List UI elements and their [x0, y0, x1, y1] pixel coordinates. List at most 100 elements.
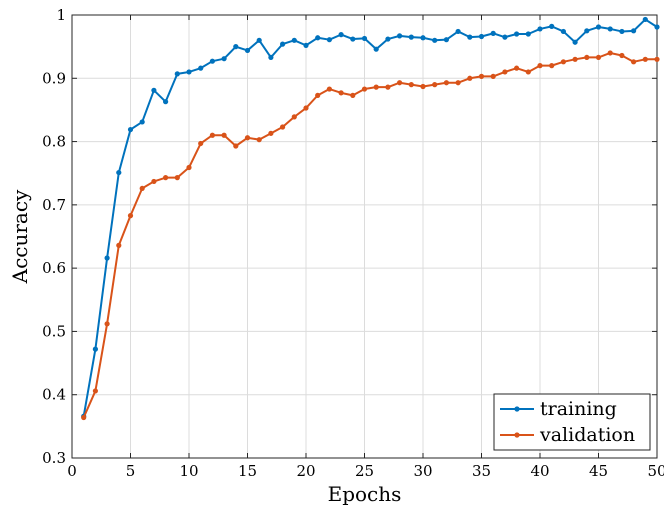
data-point-validation: [385, 84, 391, 90]
data-point-validation: [397, 80, 403, 86]
data-point-training: [385, 36, 391, 42]
x-tick-label: 45: [589, 462, 608, 480]
data-point-training: [408, 34, 414, 40]
data-point-validation: [607, 50, 613, 56]
data-point-training: [560, 28, 567, 35]
data-point-validation: [233, 143, 239, 149]
series-line-training: [82, 18, 658, 417]
data-point-training: [338, 32, 344, 38]
data-point-training: [490, 30, 496, 36]
series-line-validation: [82, 51, 657, 418]
data-point-validation: [502, 69, 508, 75]
data-point-training: [198, 65, 204, 71]
data-point-validation: [514, 65, 520, 71]
x-tick-label: 35: [472, 462, 491, 480]
data-point-validation: [151, 178, 157, 185]
data-point-training: [256, 37, 262, 43]
data-point-training: [607, 26, 613, 32]
data-point-validation: [478, 73, 485, 79]
data-point-training: [514, 31, 520, 37]
x-tick-label: 20: [296, 462, 315, 480]
x-tick-label: 15: [238, 462, 257, 480]
x-axis-label: Epochs: [328, 482, 402, 506]
data-point-training: [268, 54, 274, 61]
data-point-training: [209, 58, 215, 64]
y-tick-label: 1: [56, 6, 66, 24]
data-point-validation: [432, 82, 438, 88]
data-point-validation: [338, 90, 344, 96]
data-point-training: [455, 28, 461, 35]
data-point-training: [174, 71, 180, 77]
data-point-training: [244, 47, 251, 54]
data-point-validation: [209, 132, 215, 138]
y-tick-label: 0.6: [42, 259, 66, 277]
data-point-validation: [584, 54, 590, 61]
legend-label-training: training: [540, 398, 617, 420]
legend-label-validation: validation: [539, 424, 635, 446]
data-point-training: [361, 35, 368, 42]
data-point-training: [221, 56, 227, 62]
data-point-validation: [631, 59, 637, 65]
data-point-training: [443, 37, 449, 43]
data-point-training: [467, 34, 473, 40]
data-point-training: [631, 28, 637, 34]
data-point-validation: [408, 82, 414, 88]
axis-ticks: 0 5 10 15 20 25 30 35 40 45 50 0.3 0.4 0.5 0.6 0.7 0.8 0.…: [42, 6, 664, 480]
x-tick-label: 0: [67, 462, 77, 480]
legend: training validation: [493, 393, 651, 451]
data-point-validation: [291, 114, 297, 120]
data-point-training: [478, 33, 485, 40]
data-point-validation: [361, 86, 368, 92]
data-point-validation: [350, 92, 356, 98]
x-tick-label: 50: [647, 462, 664, 480]
data-point-training: [549, 23, 555, 29]
data-point-training: [584, 28, 590, 34]
data-point-validation: [525, 69, 531, 75]
data-point-validation: [92, 388, 98, 394]
data-point-training: [595, 24, 602, 30]
data-point-training: [151, 87, 157, 93]
x-tick-label: 10: [179, 462, 198, 480]
data-point-validation: [373, 84, 379, 90]
data-point-training: [116, 169, 122, 176]
y-axis-label: Accuracy: [8, 189, 32, 284]
y-tick-label: 0.3: [42, 449, 66, 467]
x-tick-label: 25: [355, 462, 374, 480]
data-point-training: [233, 44, 239, 50]
data-point-validation: [174, 175, 180, 181]
data-point-validation: [256, 137, 262, 143]
data-point-training: [572, 39, 578, 45]
data-point-training: [350, 36, 356, 42]
legend-box: [493, 393, 651, 451]
data-point-validation: [280, 124, 286, 130]
data-point-validation: [467, 75, 473, 81]
y-tick-label: 0.7: [42, 196, 66, 214]
data-point-training: [502, 34, 508, 40]
data-point-training: [373, 46, 379, 52]
data-point-validation: [315, 92, 321, 98]
data-point-validation: [537, 63, 543, 69]
data-point-validation: [127, 213, 134, 219]
data-point-validation: [443, 80, 449, 86]
data-point-validation: [116, 242, 122, 248]
data-point-validation: [326, 86, 332, 92]
legend-marker-validation: [514, 432, 520, 438]
series-layer: [81, 16, 660, 421]
data-point-validation: [572, 56, 578, 62]
data-point-training: [92, 346, 98, 352]
x-tick-label: 30: [413, 462, 432, 480]
data-point-validation: [490, 73, 496, 79]
data-point-validation: [549, 63, 555, 69]
data-point-validation: [221, 132, 227, 138]
data-point-validation: [198, 140, 204, 147]
data-point-validation: [619, 52, 625, 59]
y-tick-label: 0.5: [42, 322, 66, 340]
data-point-training: [303, 42, 309, 48]
data-point-training: [420, 35, 426, 41]
data-point-validation: [186, 164, 192, 171]
data-point-training: [642, 16, 648, 23]
data-point-validation: [303, 105, 309, 111]
data-point-training: [654, 24, 660, 30]
data-point-validation: [654, 56, 660, 62]
